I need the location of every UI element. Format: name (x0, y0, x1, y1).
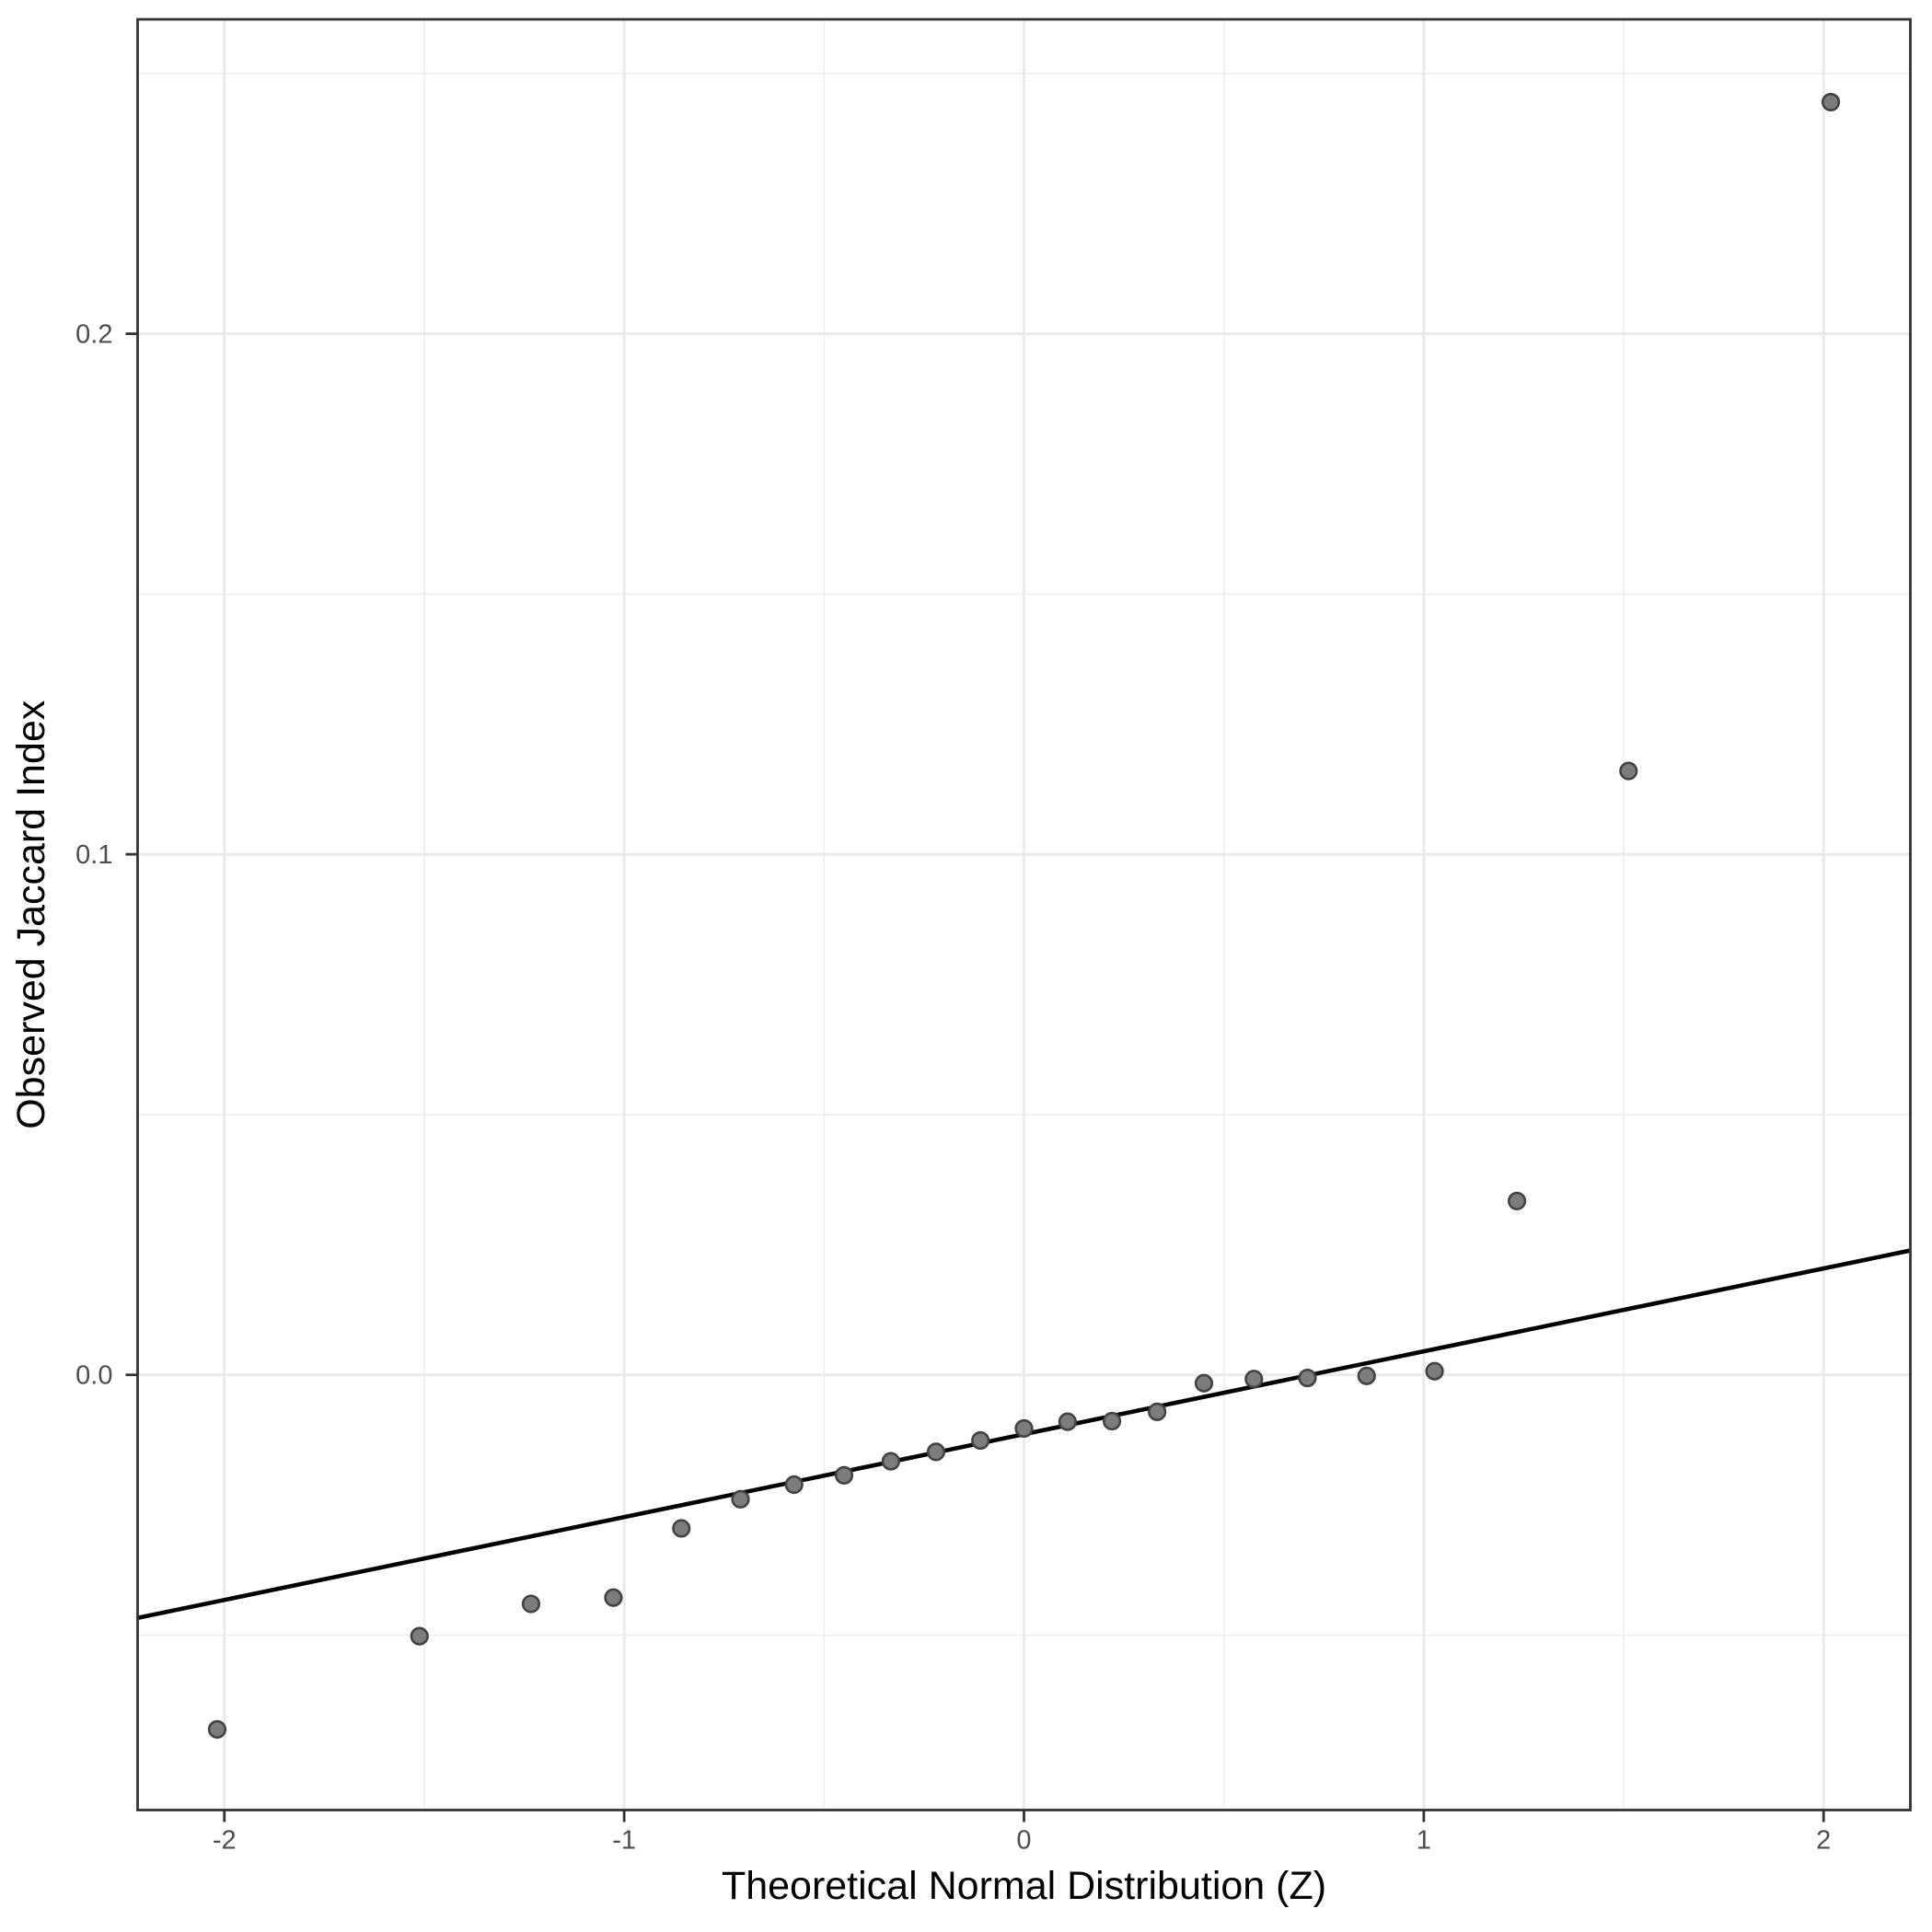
data-point (834, 1465, 854, 1485)
data-point (1425, 1361, 1444, 1381)
data-point (1102, 1411, 1122, 1431)
data-point (1357, 1366, 1376, 1385)
data-point (521, 1594, 541, 1614)
y-axis-ticks (125, 332, 138, 1377)
data-point (1244, 1370, 1264, 1389)
data-point (784, 1475, 804, 1495)
data-point (881, 1452, 900, 1471)
plot-panel (136, 17, 1912, 1811)
data-point (410, 1626, 429, 1646)
y-axis: 0.0 0.1 0.2 Observed Jaccard Index (9, 320, 138, 1391)
data-point (672, 1519, 691, 1538)
data-point (604, 1588, 623, 1607)
x-tick-label: -2 (213, 1826, 237, 1856)
data-point (1507, 1191, 1527, 1210)
data-point (926, 1442, 946, 1462)
data-point (1298, 1368, 1317, 1388)
x-tick-label: 0 (1016, 1826, 1031, 1856)
data-point (1194, 1373, 1214, 1393)
data-point (1014, 1418, 1034, 1439)
x-axis-ticks (223, 1810, 1825, 1822)
data-point (207, 1719, 227, 1739)
x-axis: -2 -1 0 1 2 Theoretical Normal Distribution … (213, 1810, 1831, 1908)
y-axis-title: Observed Jaccard Index (9, 700, 53, 1129)
data-point (1058, 1412, 1077, 1431)
x-axis-title: Theoretical Normal Distribution (Z) (722, 1864, 1326, 1908)
y-axis-tick-labels: 0.0 0.1 0.2 (75, 320, 112, 1391)
y-tick-label: 0.2 (75, 320, 112, 350)
data-point (1821, 92, 1841, 112)
data-point (1148, 1402, 1167, 1421)
y-tick-label: 0.1 (75, 840, 112, 870)
x-tick-label: -1 (612, 1826, 636, 1856)
data-point (731, 1489, 750, 1509)
scatter-points (207, 92, 1841, 1739)
x-tick-label: 2 (1816, 1826, 1831, 1856)
grid-major-lines (137, 19, 1911, 1811)
data-point (1619, 761, 1638, 781)
y-tick-label: 0.0 (75, 1361, 112, 1391)
x-tick-label: 1 (1417, 1826, 1431, 1856)
data-point (971, 1430, 990, 1451)
x-axis-tick-labels: -2 -1 0 1 2 (213, 1826, 1831, 1856)
